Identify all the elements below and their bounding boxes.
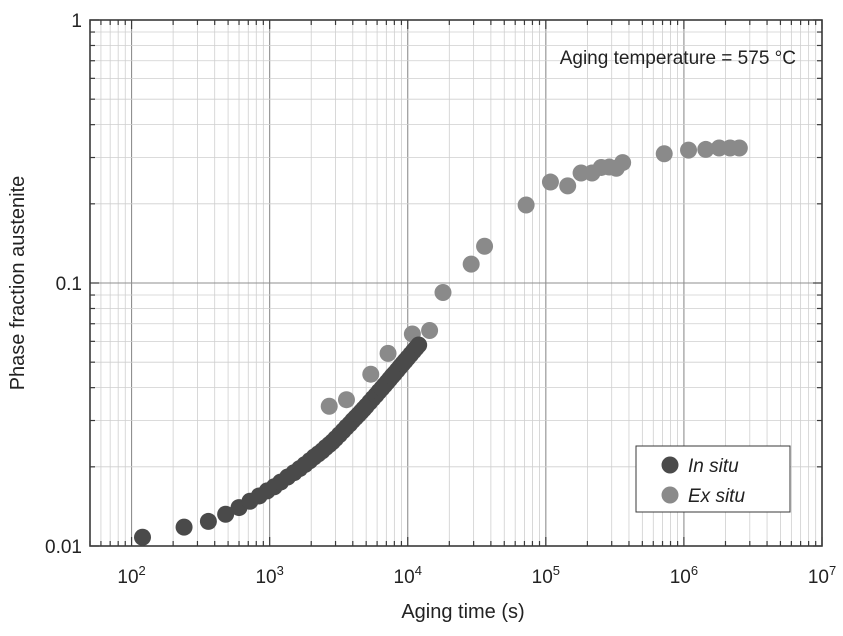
plot-area-frame — [89, 19, 823, 547]
data-point-ex-situ — [517, 196, 535, 214]
data-point-ex-situ — [680, 141, 698, 159]
legend-label-ex-situ: Ex situ — [688, 486, 745, 507]
data-point-ex-situ — [434, 284, 452, 302]
y-tick-label: 0.1 — [56, 274, 82, 295]
legend: In situ Ex situ — [635, 445, 791, 513]
data-point-ex-situ — [559, 177, 577, 195]
data-point-in-situ — [175, 518, 193, 536]
data-point-ex-situ — [362, 365, 380, 383]
data-point-ex-situ — [320, 397, 338, 415]
x-tick-labels: 102 103 104 105 106 107 — [117, 563, 836, 588]
data-point-ex-situ — [697, 140, 715, 158]
x-tick-label: 107 — [808, 563, 836, 588]
legend-marker-in-situ — [661, 456, 679, 474]
y-axis-label: Phase fraction austenite — [7, 176, 29, 391]
legend-label-in-situ: In situ — [688, 456, 739, 477]
legend-box — [635, 445, 791, 513]
x-tick-label: 103 — [255, 563, 283, 588]
data-point-ex-situ — [614, 154, 632, 172]
data-point-in-situ — [410, 336, 428, 354]
data-point-ex-situ — [462, 255, 480, 273]
data-point-ex-situ — [379, 344, 397, 362]
y-tick-label: 0.01 — [45, 537, 82, 558]
data-point-ex-situ — [655, 145, 673, 163]
y-tick-labels: 0.01 0.1 1 — [45, 11, 82, 558]
x-axis-label: Aging time (s) — [401, 601, 524, 623]
data-point-in-situ — [199, 512, 217, 530]
data-point-in-situ — [217, 505, 235, 523]
data-point-in-situ — [134, 528, 152, 546]
x-tick-label: 105 — [532, 563, 560, 588]
data-points — [134, 139, 748, 546]
legend-marker-ex-situ — [661, 486, 679, 504]
x-tick-label: 102 — [117, 563, 145, 588]
data-point-ex-situ — [421, 321, 439, 339]
data-point-ex-situ — [476, 237, 494, 255]
x-tick-label: 106 — [670, 563, 698, 588]
x-tick-label: 104 — [394, 563, 422, 588]
y-tick-label: 1 — [71, 11, 82, 32]
data-point-ex-situ — [337, 391, 355, 409]
axis-ticks — [89, 19, 823, 547]
data-point-ex-situ — [730, 139, 748, 157]
data-point-ex-situ — [541, 173, 559, 191]
annotation-aging-temperature: Aging temperature = 575 °C — [560, 48, 796, 69]
